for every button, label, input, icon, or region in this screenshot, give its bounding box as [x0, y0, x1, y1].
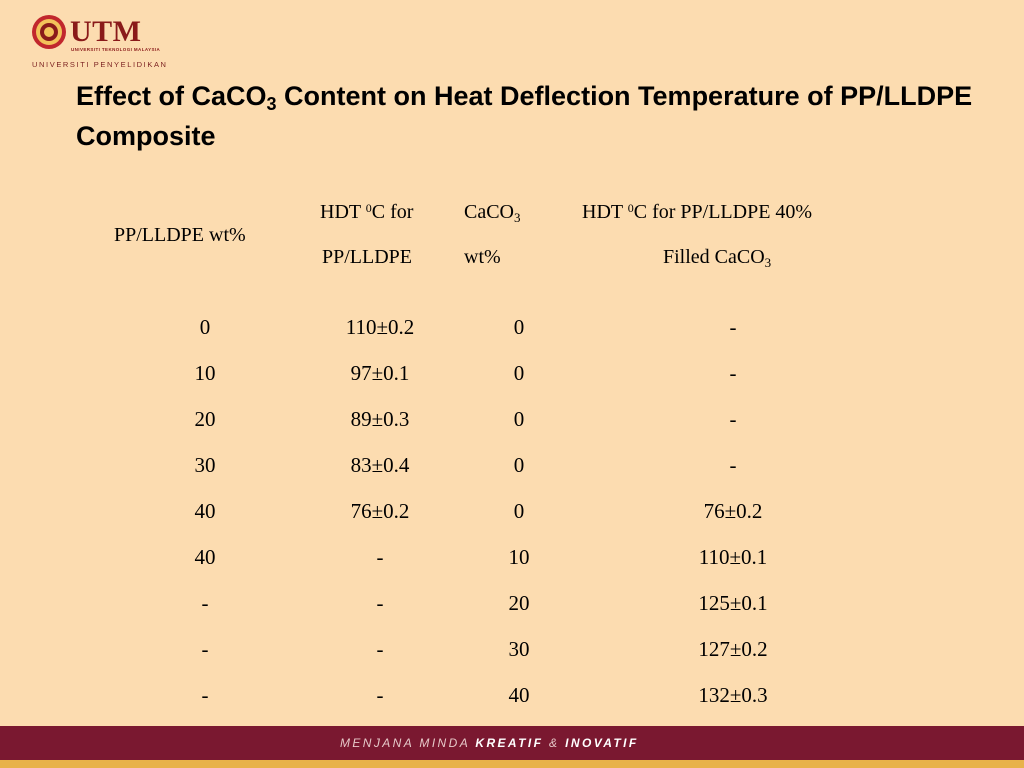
table-cell: 0	[513, 315, 525, 339]
table-cell: 89±0.3	[350, 407, 410, 431]
table-cell: -	[201, 637, 209, 661]
table-cell: -	[729, 315, 737, 339]
table-cell: 0	[513, 453, 525, 477]
footer-gold-stripe	[0, 760, 1024, 768]
table-cell: 30	[194, 453, 216, 477]
table-cell: 40	[194, 499, 216, 523]
table-cell: -	[729, 407, 737, 431]
table-cell: 40	[194, 545, 216, 569]
table-cell: 76±0.2	[703, 499, 763, 523]
table-cell: -	[729, 361, 737, 385]
table-cell: 132±0.3	[698, 683, 768, 707]
table-cell: -	[376, 683, 384, 707]
table-cell: -	[376, 591, 384, 615]
table-cell: 10	[508, 545, 530, 569]
table-cell: 110±0.1	[698, 545, 768, 569]
logo-wordmark: UTM	[70, 15, 142, 48]
table-cell: 0	[513, 407, 525, 431]
slogan-prefix: MENJANA MINDA	[340, 736, 476, 750]
header-caco3-line1: CaCO3	[464, 201, 521, 225]
table-cell: 10	[194, 361, 216, 385]
table-cell: 127±0.2	[698, 637, 768, 661]
logo-tagline: UNIVERSITI PENYELIDIKAN	[32, 60, 168, 69]
table-cell: 125±0.1	[698, 591, 768, 615]
table-cell: 20	[508, 591, 530, 615]
header-hdt-filled-line2: Filled CaCO3	[663, 246, 772, 270]
header-hdt-filled-line1: HDT 0C for PP/LLDPE 40%	[582, 202, 812, 222]
utm-logo: UTM UNIVERSITI TEKNOLOGI MALAYSIA UNIVER…	[30, 13, 170, 71]
header-hdt-text: HDT	[320, 201, 366, 223]
footer-slogan: MENJANA MINDA KREATIF & INOVATIF	[340, 737, 639, 749]
table-cell: 20	[194, 407, 216, 431]
table-cell: -	[729, 453, 737, 477]
title-part2: Content on Heat Deflection Temperature o…	[76, 81, 973, 151]
table-cell: 110±0.2	[345, 315, 415, 339]
table-cell: 97±0.1	[350, 361, 410, 385]
logo-university-name: UNIVERSITI TEKNOLOGI MALAYSIA	[71, 47, 161, 52]
header-caco3-line2: wt%	[464, 246, 501, 268]
table-cell: 0	[199, 315, 211, 339]
header-caco-text: CaCO	[464, 201, 514, 223]
header-c-for: C for	[371, 201, 414, 223]
slogan-kreatif: KREATIF	[475, 736, 544, 750]
table-cell: 30	[508, 637, 530, 661]
table-cell: 40	[508, 683, 530, 707]
header-filled-caco3-sub: 3	[764, 254, 772, 270]
header-hdt-pp-lldpe-line2: PP/LLDPE	[322, 246, 413, 268]
utm-crest-icon	[32, 15, 66, 49]
table-cell: 83±0.4	[350, 453, 410, 477]
slogan-ampersand: &	[543, 736, 566, 750]
header-pp-lldpe-wt: PP/LLDPE wt%	[114, 224, 246, 246]
header-hdt-filled-text: HDT	[582, 201, 628, 223]
table-cell: -	[201, 591, 209, 615]
header-caco3-sub: 3	[514, 209, 521, 225]
table-cell: -	[376, 545, 384, 569]
header-filled-degree-sup: 0	[627, 201, 634, 215]
header-filled-caco-text: Filled CaCO	[663, 246, 765, 268]
table-cell: 0	[513, 499, 525, 523]
table-cell: 76±0.2	[350, 499, 410, 523]
title-subscript: 3	[266, 94, 277, 115]
header-degree-sup: 0	[365, 201, 372, 215]
header-hdt-pp-lldpe-line1: HDT 0C for	[320, 202, 413, 222]
page-title: Effect of CaCO3 Content on Heat Deflecti…	[76, 76, 976, 156]
table-cell: 0	[513, 361, 525, 385]
table-cell: -	[201, 683, 209, 707]
table-cell: -	[376, 637, 384, 661]
slogan-inovatif: INOVATIF	[565, 736, 639, 750]
header-filled-c-for: C for PP/LLDPE 40%	[633, 201, 813, 223]
footer-bar	[0, 726, 1024, 760]
title-part1: Effect of CaCO	[76, 81, 267, 111]
